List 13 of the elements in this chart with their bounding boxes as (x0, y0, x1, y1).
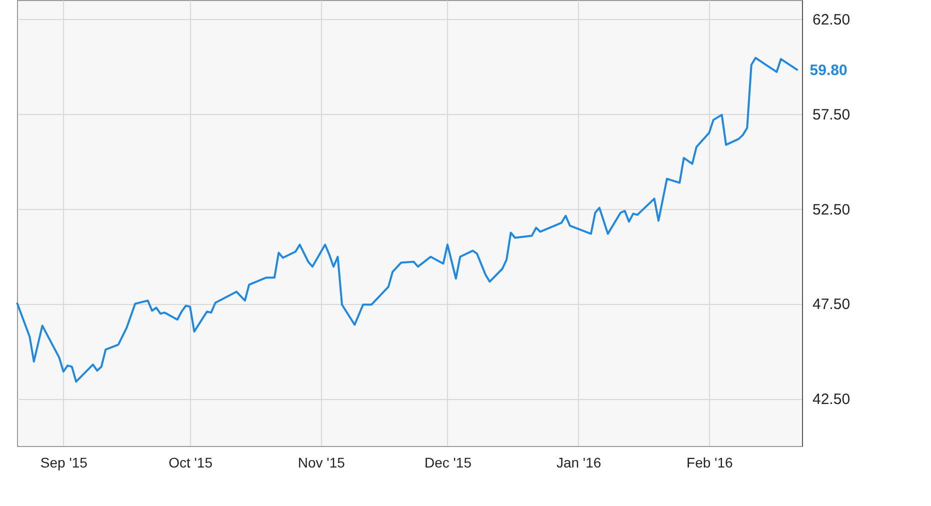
y-tick-label: 57.50 (812, 106, 850, 124)
y-tick-label: 52.50 (812, 201, 850, 218)
y-tick-label: 42.50 (812, 391, 850, 408)
x-tick-label: Oct '15 (168, 454, 213, 470)
x-tick-label: Dec '15 (424, 454, 472, 470)
line-series (16, 56, 799, 383)
annotation: 59.80 (810, 62, 848, 80)
x-tick-label: Nov '15 (298, 454, 346, 470)
y-tick-label: 62.50 (812, 11, 850, 28)
y-tick-label: 47.50 (812, 296, 850, 314)
x-tick-label: Jan '16 (556, 454, 602, 470)
x-tick-label: Feb '16 (686, 454, 733, 470)
x-tick-label: Sep '15 (40, 454, 88, 470)
